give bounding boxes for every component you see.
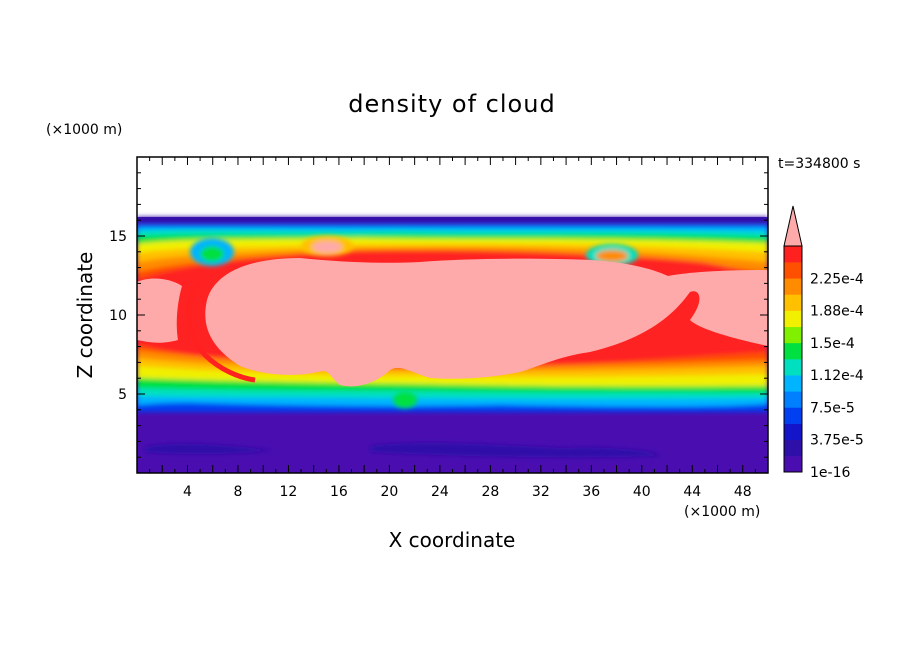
- y-tick-label: 15: [109, 229, 127, 245]
- field-top-empty: [137, 157, 768, 217]
- x-tick-label: 16: [330, 484, 348, 500]
- x-tick-label: 12: [280, 484, 298, 500]
- colorbar-level: [784, 262, 802, 279]
- x-tick-label: 24: [431, 484, 449, 500]
- x-axis-ticks: 4 8 12 16 20 24 28 32 36 40 44 48: [149, 157, 756, 500]
- colorbar-tick-label: 7.5e-5: [810, 400, 855, 416]
- x-tick-label: 20: [380, 484, 398, 500]
- colorbar-level: [784, 391, 802, 408]
- chart-title: density of cloud: [348, 90, 555, 118]
- x-tick-label: 8: [233, 484, 242, 500]
- x-unit-label: (×1000 m): [684, 504, 760, 520]
- field-top-band: [137, 217, 768, 223]
- colorbar-tick-label: 2.25e-4: [810, 271, 864, 287]
- x-tick-label: 44: [683, 484, 701, 500]
- y-tick-label: 10: [109, 308, 127, 324]
- y-unit-label: (×1000 m): [46, 122, 122, 138]
- colorbar-level: [784, 439, 802, 457]
- colorbar-level: [784, 278, 802, 295]
- colorbar-level: [784, 246, 802, 263]
- x-tick-label: 28: [481, 484, 499, 500]
- colorbar-level: [784, 342, 802, 360]
- x-tick-label: 32: [532, 484, 550, 500]
- colorbar-tick-label: 1.88e-4: [810, 304, 864, 320]
- colorbar-over-triangle: [783, 205, 803, 247]
- x-tick-label: 40: [633, 484, 651, 500]
- x-axis-label: X coordinate: [389, 528, 516, 552]
- time-label: t=334800 s: [778, 156, 860, 172]
- colorbar-tick-label: 1.12e-4: [810, 368, 864, 384]
- colorbar-level: [784, 455, 802, 473]
- x-tick-label: 4: [183, 484, 192, 500]
- colorbar-tick-label: 3.75e-5: [810, 433, 864, 449]
- density-field: [137, 157, 768, 473]
- field-cloud-left-lobe: [137, 278, 182, 343]
- y-tick-label: 5: [118, 387, 127, 403]
- colorbar-tick-label: 1.5e-4: [810, 336, 855, 352]
- field-lower-band: [145, 443, 275, 455]
- colorbar-level: [784, 294, 802, 311]
- colorbar-level: [784, 407, 802, 424]
- colorbar: 1e-16 3.75e-5 7.5e-5 1.12e-4 1.5e-4 1.88e-4 2.…: [783, 205, 864, 481]
- colorbar-level: [784, 423, 802, 441]
- colorbar-tick-label: 1e-16: [810, 465, 850, 481]
- x-tick-label: 36: [582, 484, 600, 500]
- y-axis-ticks: 5 10 15: [109, 172, 768, 458]
- colorbar-frame: [783, 245, 803, 473]
- field-eddies: [190, 236, 638, 408]
- field-cloud-core: [205, 258, 768, 387]
- y-axis-label: Z coordinate: [73, 252, 97, 379]
- x-tick-label: 48: [734, 484, 752, 500]
- colorbar-level: [784, 359, 802, 376]
- colorbar-level: [784, 310, 802, 328]
- colorbar-level: [784, 326, 802, 344]
- field-lower-band: [370, 443, 660, 458]
- field-cloud-streak: [186, 280, 256, 383]
- colorbar-level: [784, 375, 802, 392]
